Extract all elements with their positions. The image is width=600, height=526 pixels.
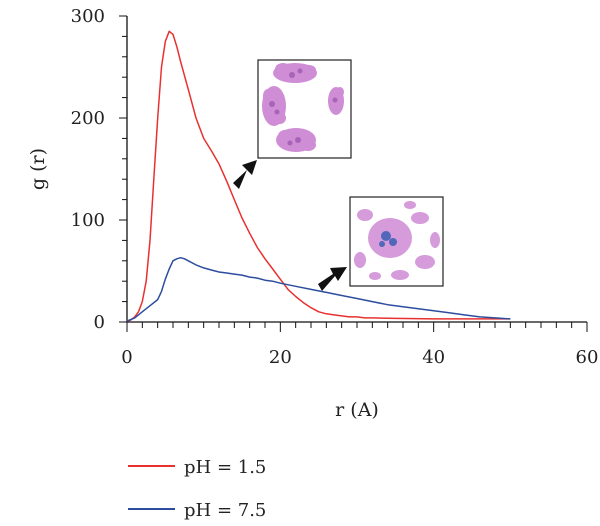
x-tick-label: 40 <box>422 347 445 368</box>
protein-aggregates-inset-icon <box>257 59 352 159</box>
y-tick-label: 0 <box>94 312 105 333</box>
x-tick-label: 20 <box>269 347 292 368</box>
legend-label-ph-7-5: pH = 7.5 <box>184 500 266 521</box>
arrow-to-inset-1-icon <box>233 160 257 189</box>
series-line-ph-7-5 <box>126 256 511 322</box>
x-tick-label: 0 <box>121 347 132 368</box>
series-line-ph-1-5 <box>126 30 511 322</box>
protein-dispersed-inset-icon <box>349 196 444 287</box>
ticks: 0 20 40 60 0 100 200 300 <box>71 6 599 368</box>
legend: pH = 1.5 pH = 7.5 <box>128 457 266 521</box>
y-axis-title: g (r) <box>27 148 49 190</box>
y-tick-label: 300 <box>71 6 105 27</box>
x-tick-label: 60 <box>576 347 599 368</box>
arrow-to-inset-2-icon <box>318 267 347 291</box>
legend-label-ph-1-5: pH = 1.5 <box>184 457 266 478</box>
y-tick-label: 100 <box>71 210 105 231</box>
series-layer <box>126 30 511 322</box>
y-tick-label: 200 <box>71 108 105 129</box>
x-axis-title: r (A) <box>335 399 379 421</box>
axis-titles: r (A) g (r) <box>27 148 379 421</box>
